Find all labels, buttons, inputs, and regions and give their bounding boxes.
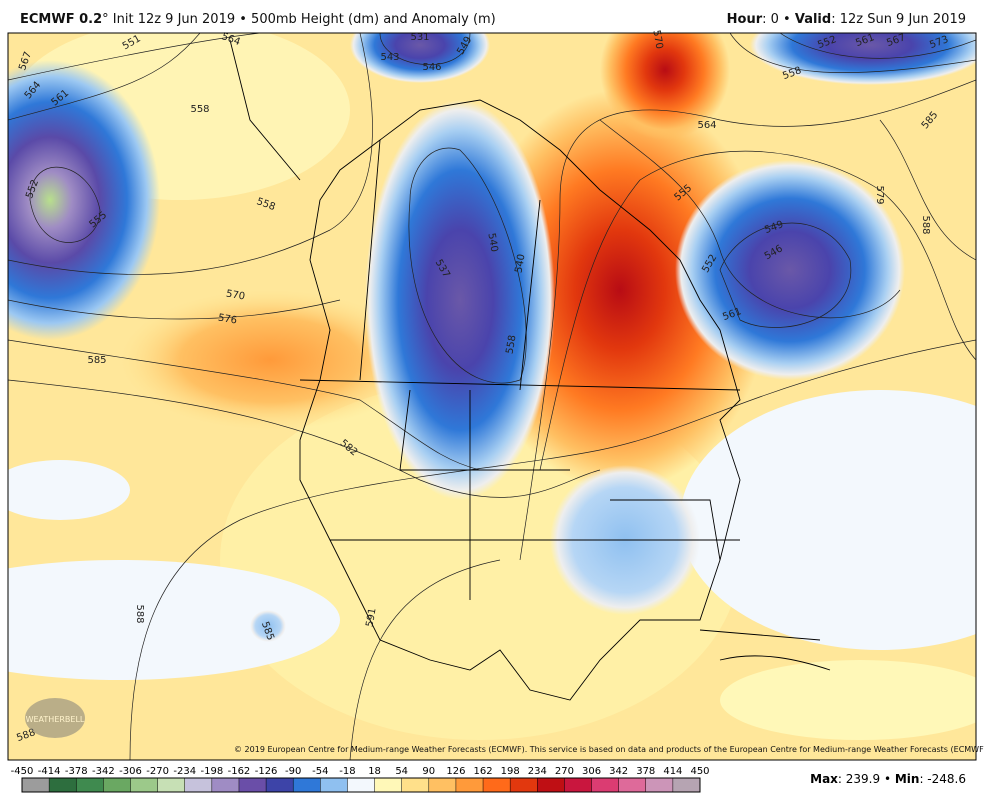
contour-label: 543 [380, 52, 399, 63]
colorbar-cell [103, 778, 131, 792]
header-text: Max [810, 772, 838, 786]
colorbar-cell [76, 778, 104, 792]
colorbar-label: -162 [228, 766, 251, 777]
header-text: : -248.6 [919, 772, 966, 786]
header-text: Hour [726, 12, 763, 27]
header-text: ° Init 12z 9 Jun 2019 • 500mb Height (dm… [102, 12, 496, 27]
contour-label: 546 [422, 62, 441, 73]
colorbar-cell [483, 778, 511, 792]
colorbar-cell [293, 778, 321, 792]
header-text: : 239.9 • [837, 772, 895, 786]
colorbar-label: 18 [368, 766, 381, 777]
colorbar-label: -450 [11, 766, 34, 777]
contour-label: 531 [410, 32, 429, 43]
contour-label: 579 [874, 185, 885, 204]
header-text: : 0 • [762, 12, 795, 27]
colorbar-cell [374, 778, 403, 792]
header-text: Min [894, 772, 920, 786]
header-text: : 12z Sun 9 Jun 2019 [831, 12, 966, 27]
colorbar-label: -234 [173, 766, 196, 777]
contour-label: 591 [364, 607, 378, 628]
colorbar-cell [455, 778, 484, 792]
colorbar-label: 270 [555, 766, 574, 777]
colorbar-label: -198 [200, 766, 223, 777]
colorbar-label: 126 [446, 766, 465, 777]
colorbar-label: 342 [609, 766, 628, 777]
contour-label: 588 [920, 215, 931, 234]
colorbar-label: 198 [501, 766, 520, 777]
contour-label: 576 [217, 312, 238, 326]
colorbar-cell [238, 778, 267, 792]
colorbar-cell [49, 778, 77, 792]
logo-text: WEATHERBELL [26, 715, 85, 724]
colorbar-label: 378 [636, 766, 655, 777]
colorbar-cell [22, 778, 50, 792]
header-left: ECMWF 0.2° Init 12z 9 Jun 2019 • 500mb H… [20, 12, 496, 27]
colorbar-label: -342 [92, 766, 115, 777]
colorbar-cell [510, 778, 538, 792]
stats: Max: 239.9 • Min: -248.6 [810, 772, 966, 786]
colorbar-cell [211, 778, 240, 792]
copyright: © 2019 European Centre for Medium-range … [234, 745, 984, 754]
colorbar-label: 54 [395, 766, 408, 777]
colorbar-cell [266, 778, 294, 792]
colorbar-cell [591, 778, 620, 792]
contour-label: 588 [134, 604, 145, 623]
colorbar-cell [672, 778, 701, 792]
contour-label: 570 [225, 288, 246, 302]
colorbar-label: -306 [119, 766, 142, 777]
colorbar-label: -54 [312, 766, 328, 777]
contour-label: 540 [513, 253, 527, 274]
colorbar-cell [645, 778, 674, 792]
header-right: Hour: 0 • Valid: 12z Sun 9 Jun 2019 [727, 12, 966, 27]
colorbar-label: -378 [65, 766, 88, 777]
colorbar-cell [428, 778, 457, 792]
header-text: ECMWF 0.2 [20, 12, 103, 27]
colorbar-cell [347, 778, 376, 792]
colorbar-label: 450 [690, 766, 709, 777]
colorbar-label: -270 [146, 766, 169, 777]
colorbar-cell [184, 778, 213, 792]
colorbar-label: 414 [663, 766, 682, 777]
header-text: Valid [794, 12, 832, 27]
colorbar-cell [618, 778, 647, 792]
colorbar-label: -126 [255, 766, 278, 777]
colorbar-cell [401, 778, 430, 792]
contour-label: 558 [190, 104, 209, 115]
colorbar-cell [537, 778, 565, 792]
logo: WEATHERBELL [25, 698, 85, 738]
colorbar-cell [157, 778, 186, 792]
colorbar-label: -18 [339, 766, 355, 777]
colorbar-cell [320, 778, 348, 792]
colorbar-label: 90 [422, 766, 435, 777]
colorbar-label: 234 [528, 766, 547, 777]
contour-label: 585 [87, 355, 106, 366]
colorbar-label: -90 [285, 766, 301, 777]
colorbar-cell [130, 778, 159, 792]
contour-label: 558 [504, 334, 518, 355]
contour-label: 540 [485, 232, 499, 253]
colorbar-label: -414 [38, 766, 61, 777]
contour-label: 564 [697, 120, 716, 131]
colorbar-label: 306 [582, 766, 601, 777]
colorbar-cell [564, 778, 593, 792]
colorbar-label: 162 [473, 766, 492, 777]
contour-label: 570 [650, 29, 664, 50]
